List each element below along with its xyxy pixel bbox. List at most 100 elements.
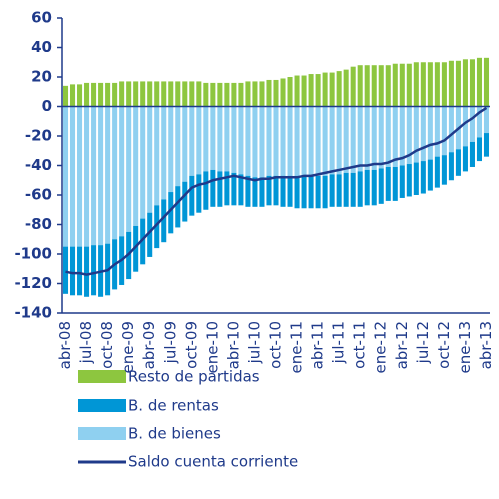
bar (364, 65, 370, 107)
bar (147, 81, 153, 107)
bar (315, 175, 321, 209)
bar (175, 81, 181, 107)
bar (357, 106, 363, 172)
bar (308, 106, 314, 176)
bar (140, 106, 146, 219)
bar (161, 81, 167, 107)
x-tick-label: jul-09 (161, 321, 179, 364)
bar (84, 82, 90, 107)
bar (294, 175, 300, 209)
bar (343, 106, 349, 173)
bar (62, 246, 69, 294)
bar (420, 161, 426, 194)
bar (69, 246, 76, 296)
y-tick-label: -20 (25, 127, 52, 145)
legend-label: B. de rentas (128, 397, 219, 415)
bar (448, 152, 454, 181)
bar (238, 174, 244, 206)
y-tick-label: -140 (14, 304, 52, 322)
bar (385, 166, 391, 201)
y-tick-label: 0 (42, 97, 52, 115)
bar (98, 82, 104, 107)
bar (364, 169, 370, 206)
bar (413, 106, 419, 163)
bar (252, 81, 258, 107)
bar (441, 106, 447, 156)
bar (119, 106, 125, 237)
bar (364, 106, 370, 170)
bar (189, 175, 195, 216)
bar (329, 174, 335, 207)
bar (448, 60, 454, 107)
bar (294, 106, 300, 176)
bar (133, 106, 139, 226)
bar (245, 175, 251, 207)
bar (448, 106, 454, 153)
bar (434, 62, 440, 107)
bar (210, 106, 216, 170)
x-tick-label: ene-12 (372, 321, 390, 373)
bar (287, 175, 293, 207)
bar (441, 155, 447, 185)
bar (434, 156, 440, 188)
x-tick-label: abr-11 (309, 321, 327, 369)
bar (259, 81, 265, 107)
bar (91, 82, 97, 107)
bar (119, 81, 125, 107)
bar (476, 106, 483, 138)
bar (126, 81, 132, 107)
bar (245, 106, 251, 176)
x-tick-label: oct-08 (98, 321, 116, 369)
bar (259, 177, 265, 207)
bar (168, 81, 174, 107)
bar (147, 106, 153, 213)
bar (322, 175, 328, 209)
x-tick-label: abr-08 (56, 321, 74, 369)
bar (357, 171, 363, 207)
bar (483, 57, 490, 107)
bar (280, 106, 286, 176)
bar (294, 75, 300, 107)
bar (329, 72, 335, 107)
bar (483, 106, 490, 134)
x-tick-label: oct-12 (435, 321, 453, 369)
bar (69, 84, 76, 107)
x-tick-label: abr-10 (224, 321, 242, 369)
bar (154, 81, 160, 107)
y-tick-label: -60 (25, 186, 52, 204)
bar (203, 171, 209, 210)
y-tick-label: -80 (25, 215, 52, 233)
bar (252, 177, 258, 207)
bar (161, 199, 167, 243)
bar (392, 166, 398, 201)
bar (420, 106, 426, 162)
bar (378, 65, 384, 107)
bar (196, 174, 202, 213)
bar (301, 106, 307, 176)
bar (455, 60, 461, 107)
bar (350, 172, 356, 207)
bar (322, 72, 328, 107)
bar (315, 106, 321, 176)
line-series (65, 106, 488, 276)
bar (168, 192, 174, 234)
bar (189, 81, 195, 107)
x-tick-label: ene-13 (456, 321, 474, 373)
bar (322, 106, 328, 176)
bar (399, 63, 405, 107)
bar (385, 65, 391, 107)
bar (112, 106, 118, 240)
bar (84, 246, 90, 297)
bar (273, 106, 279, 176)
bar (315, 74, 321, 107)
x-tick-label: jul-11 (330, 321, 348, 364)
bar (385, 106, 391, 167)
bar (77, 106, 83, 247)
bar (273, 79, 279, 107)
bar (462, 146, 468, 172)
bar (154, 106, 160, 206)
x-tick-label: oct-11 (351, 321, 369, 369)
legend-label: B. de bienes (128, 425, 221, 443)
bar (434, 106, 440, 157)
